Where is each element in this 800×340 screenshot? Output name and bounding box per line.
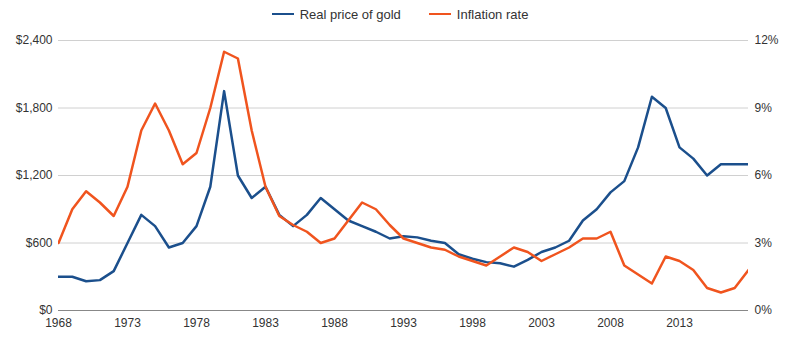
svg-text:12%: 12% [755,33,779,47]
svg-text:1978: 1978 [183,316,210,330]
svg-text:2008: 2008 [597,316,624,330]
svg-text:0%: 0% [755,303,773,317]
svg-text:1983: 1983 [252,316,279,330]
svg-text:1968: 1968 [45,316,72,330]
svg-text:3%: 3% [755,236,773,250]
svg-text:9%: 9% [755,101,773,115]
svg-text:$1,200: $1,200 [16,168,53,182]
html-text:Inflation rate: Inflation rate [456,6,529,22]
svg-text:$600: $600 [26,236,53,250]
html-text:Real price of gold: Real price of gold [299,6,401,22]
svg-text:$0: $0 [39,303,53,317]
svg-text:1973: 1973 [114,316,141,330]
svg-text:6%: 6% [755,168,773,182]
svg-text:1998: 1998 [459,316,486,330]
svg-text:$1,800: $1,800 [16,101,53,115]
svg-text:1993: 1993 [390,316,417,330]
svg-text:2013: 2013 [666,316,693,330]
svg-text:2003: 2003 [528,316,555,330]
svg-text:1988: 1988 [321,316,348,330]
svg-text:$2,400: $2,400 [16,33,53,47]
